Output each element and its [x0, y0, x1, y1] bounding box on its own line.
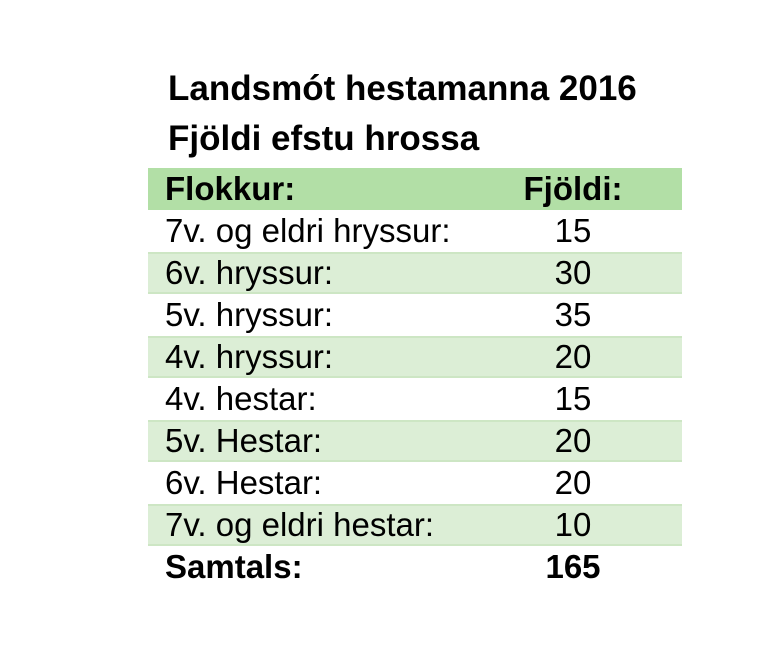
row-value: 20	[554, 464, 592, 501]
row-label: 5v. hryssur:	[165, 296, 334, 333]
column-header-fjoldi: Fjöldi:	[523, 170, 623, 207]
table-total-row: Samtals: 165	[148, 546, 682, 588]
title-block: Landsmót hestamanna 2016 Fjöldi efstu hr…	[168, 64, 637, 164]
row-value: 15	[554, 212, 592, 249]
table-row: 4v. hestar: 15	[148, 378, 682, 420]
total-label: Samtals:	[165, 548, 303, 585]
table-row: 6v. hryssur: 30	[148, 252, 682, 294]
row-label: 5v. Hestar:	[165, 422, 323, 459]
row-label: 7v. og eldri hestar:	[165, 506, 435, 543]
row-label: 4v. hryssur:	[165, 338, 334, 375]
table-row: 7v. og eldri hestar: 10	[148, 504, 682, 546]
table-row: 5v. Hestar: 20	[148, 420, 682, 462]
row-value: 20	[554, 338, 592, 375]
row-value: 30	[554, 254, 592, 291]
table-row: 7v. og eldri hryssur: 15	[148, 210, 682, 252]
table-row: 5v. hryssur: 35	[148, 294, 682, 336]
page-title: Landsmót hestamanna 2016	[168, 69, 637, 108]
row-label: 6v. Hestar:	[165, 464, 323, 501]
table-row: 4v. hryssur: 20	[148, 336, 682, 378]
row-label: 4v. hestar:	[165, 380, 317, 417]
horse-count-table: Flokkur: Fjöldi: 7v. og eldri hryssur: 1…	[148, 168, 682, 588]
row-label: 7v. og eldri hryssur:	[165, 212, 451, 249]
row-label: 6v. hryssur:	[165, 254, 334, 291]
row-value: 35	[554, 296, 592, 333]
table-header-row: Flokkur: Fjöldi:	[148, 168, 682, 210]
table-row: 6v. Hestar: 20	[148, 462, 682, 504]
column-header-flokkur: Flokkur:	[165, 170, 296, 207]
row-value: 10	[554, 506, 592, 543]
total-value: 165	[545, 548, 601, 585]
row-value: 15	[554, 380, 592, 417]
page-subtitle: Fjöldi efstu hrossa	[168, 119, 480, 158]
row-value: 20	[554, 422, 592, 459]
